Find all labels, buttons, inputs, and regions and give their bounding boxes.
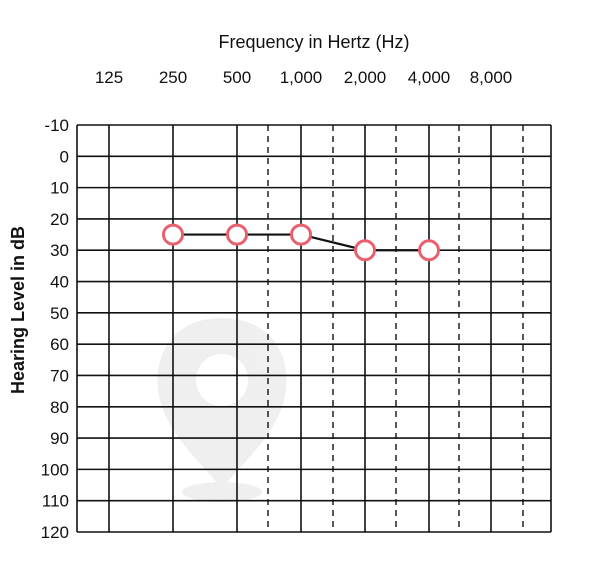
y-tick-label: 80 <box>50 398 69 417</box>
data-point <box>162 223 184 246</box>
y-tick-label: 20 <box>50 210 69 229</box>
x-tick-label: 4,000 <box>408 68 451 87</box>
x-tick-label: 1,000 <box>280 68 323 87</box>
data-point <box>226 223 248 246</box>
y-tick-label: 120 <box>41 523 69 542</box>
chart-title: Frequency in Hertz (Hz) <box>218 32 409 52</box>
y-tick-label: 100 <box>41 460 69 479</box>
grid: -10 0 10 20 30 40 50 60 70 80 90 100 110 120 125 250 500… <box>41 68 552 542</box>
y-tick-label: 30 <box>50 241 69 260</box>
axis-labels: Frequency in Hertz (Hz) Hearing Level in… <box>8 32 410 394</box>
y-tick-label: 70 <box>50 366 69 385</box>
y-tick-label: 40 <box>50 273 69 292</box>
x-tick-label: 125 <box>95 68 123 87</box>
x-tick-label: 500 <box>223 68 251 87</box>
data-point <box>354 239 376 262</box>
x-tick-label: 8,000 <box>470 68 513 87</box>
y-tick-label: -10 <box>44 116 69 135</box>
y-tick-label: 90 <box>50 429 69 448</box>
watermark-logo <box>157 318 287 502</box>
x-tick-label: 2,000 <box>344 68 387 87</box>
data-series <box>162 223 440 262</box>
data-point <box>418 239 440 262</box>
y-axis-label: Hearing Level in dB <box>8 226 28 394</box>
data-point <box>290 223 312 246</box>
y-tick-label: 0 <box>60 147 69 166</box>
x-tick-label: 250 <box>159 68 187 87</box>
y-tick-label: 110 <box>42 492 69 511</box>
y-tick-label: 10 <box>50 179 69 198</box>
y-tick-label: 50 <box>50 304 69 323</box>
y-tick-label: 60 <box>50 335 69 354</box>
